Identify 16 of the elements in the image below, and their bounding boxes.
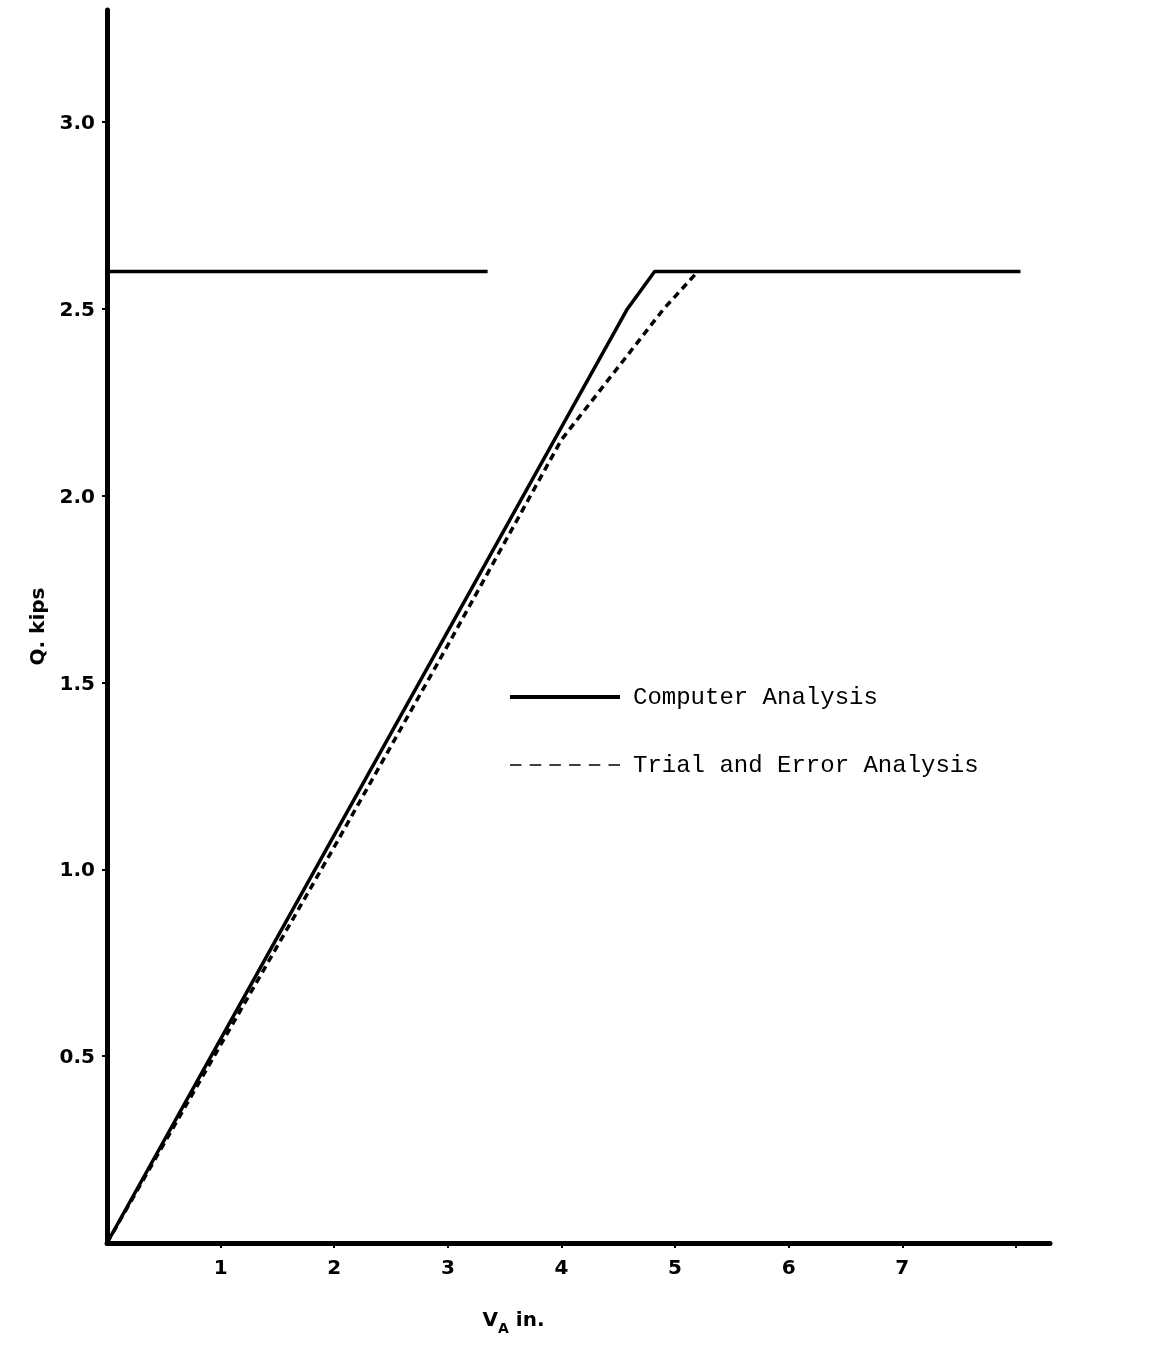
x-tick-label: 5: [668, 1255, 683, 1279]
x-tick-label: 2: [327, 1255, 342, 1279]
x-tick-label: 1: [213, 1255, 228, 1279]
x-tick-label: 4: [554, 1255, 569, 1279]
y-tick-label: 3.0: [59, 110, 95, 135]
y-axis-title: Q. kips: [25, 587, 49, 666]
x-tick-label: 3: [440, 1255, 455, 1279]
y-tick-label: 0.5: [59, 1044, 95, 1069]
y-tick-label: 2.5: [59, 296, 95, 321]
legend-label: Computer Analysis: [633, 683, 878, 711]
legend-label: Trial and Error Analysis: [633, 751, 979, 779]
y-tick-label: 1.0: [59, 857, 95, 882]
y-tick-label: 2.0: [59, 483, 95, 508]
x-tick-label: 6: [781, 1255, 796, 1279]
x-tick-label: 7: [895, 1255, 910, 1279]
y-tick-label: 1.5: [59, 670, 95, 695]
